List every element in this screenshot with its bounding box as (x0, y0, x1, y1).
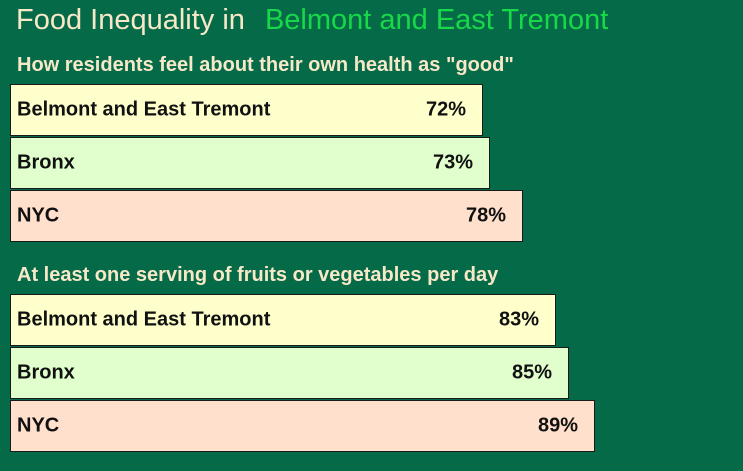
bar: NYC 78% (10, 190, 523, 242)
bar: Bronx 85% (10, 347, 569, 399)
section-title-fruits-vegetables: At least one serving of fruits or vegeta… (17, 264, 499, 286)
bar-label: Belmont and East Tremont (17, 98, 271, 121)
bar-label: Bronx (17, 361, 75, 384)
bar: Belmont and East Tremont 72% (10, 84, 483, 136)
bar-value-label: 78% (465, 204, 506, 227)
bar-value-label: 85% (511, 361, 552, 384)
bar-value-label: 72% (425, 98, 466, 121)
bar-value-label: 83% (498, 308, 539, 331)
bar: NYC 89% (10, 400, 595, 452)
bar-value-label: 73% (432, 151, 473, 174)
bar-label: Belmont and East Tremont (17, 308, 271, 331)
chart-title: Food Inequality in Belmont and East Tremo… (16, 4, 608, 37)
bar: Bronx 73% (10, 137, 490, 189)
bar-label: Bronx (17, 151, 75, 174)
bar: Belmont and East Tremont 83% (10, 294, 556, 346)
section-title-health: How residents feel about their own healt… (17, 54, 514, 76)
bar-value-label: 89% (537, 414, 578, 437)
bar-label: NYC (17, 204, 60, 227)
chart-title-highlight: Belmont and East Tremont (264, 4, 609, 36)
chart-title-prefix: Food Inequality in (16, 4, 245, 36)
bar-label: NYC (17, 414, 60, 437)
